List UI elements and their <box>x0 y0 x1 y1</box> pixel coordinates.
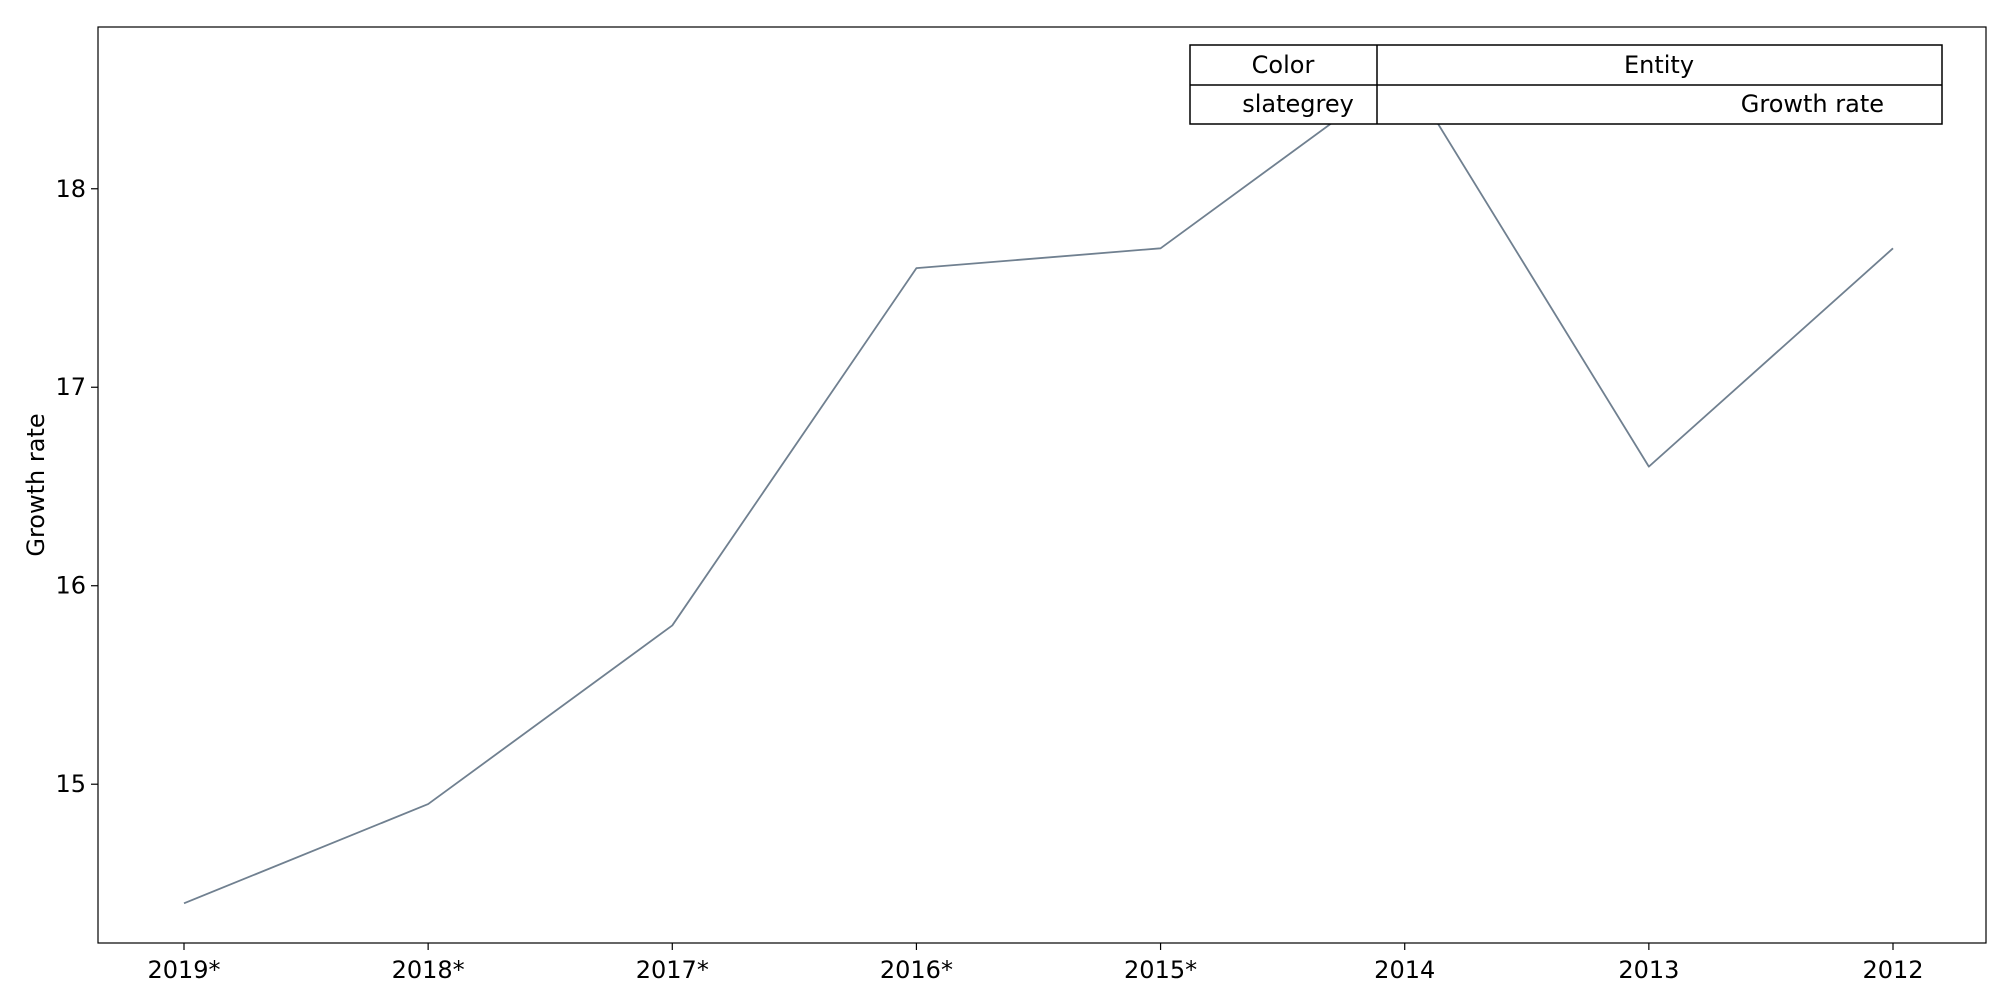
series-layer <box>183 68 1894 905</box>
x-axis: 2019* 2018* 2017* 2016* 2015* 2014 2013 2012 <box>147 943 1924 984</box>
y-tick-label: 18 <box>55 175 86 203</box>
y-tick-label: 17 <box>55 373 86 401</box>
x-tick-label: 2018* <box>392 956 465 984</box>
x-tick-label: 2014 <box>1374 956 1435 984</box>
x-tick-label: 2013 <box>1618 956 1679 984</box>
legend-header-entity: Entity <box>1624 51 1694 79</box>
x-tick-label: 2016* <box>880 956 953 984</box>
y-axis: 15 16 17 18 <box>55 175 98 798</box>
y-tick-label: 15 <box>55 770 86 798</box>
legend-header-color: Color <box>1252 51 1315 79</box>
legend-row-color-name: slategrey <box>1242 90 1354 118</box>
x-tick-label: 2015* <box>1124 956 1197 984</box>
x-tick-label: 2017* <box>636 956 709 984</box>
y-axis-title: Growth rate <box>22 413 50 556</box>
legend-row-entity: Growth rate <box>1741 90 1884 118</box>
legend-table: Color Entity slategrey Growth rate <box>1189 44 1943 125</box>
y-tick-label: 16 <box>55 572 86 600</box>
x-tick-label: 2019* <box>147 956 220 984</box>
x-tick-label: 2012 <box>1862 956 1923 984</box>
series-line <box>183 68 1894 905</box>
plot-frame <box>97 26 1987 944</box>
